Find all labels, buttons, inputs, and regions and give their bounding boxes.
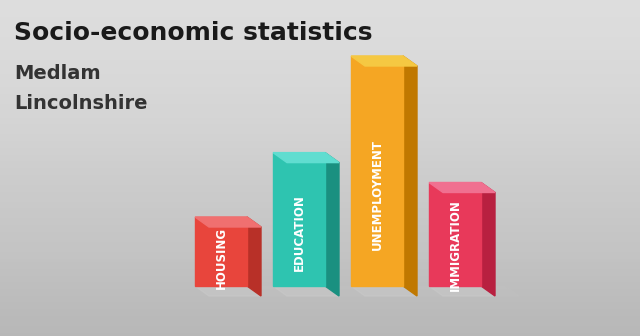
Polygon shape [351,56,417,66]
Polygon shape [325,153,339,296]
Polygon shape [273,286,339,296]
Polygon shape [195,286,261,296]
Polygon shape [195,217,261,227]
Text: EDUCATION: EDUCATION [292,194,305,271]
Polygon shape [403,56,417,296]
Text: IMMIGRATION: IMMIGRATION [449,199,461,291]
Polygon shape [273,153,339,163]
Text: UNEMPLOYMENT: UNEMPLOYMENT [371,138,383,250]
Bar [273,153,325,286]
Polygon shape [429,286,495,296]
Polygon shape [247,217,261,296]
Polygon shape [481,182,495,296]
Text: HOUSING: HOUSING [214,227,227,289]
Text: Medlam: Medlam [14,64,100,83]
Polygon shape [351,286,417,296]
Bar [351,56,403,286]
Bar [429,182,481,286]
Polygon shape [429,182,495,193]
Bar [195,217,247,286]
Polygon shape [195,286,519,296]
Text: Socio-economic statistics: Socio-economic statistics [14,21,372,45]
Text: Lincolnshire: Lincolnshire [14,94,147,113]
